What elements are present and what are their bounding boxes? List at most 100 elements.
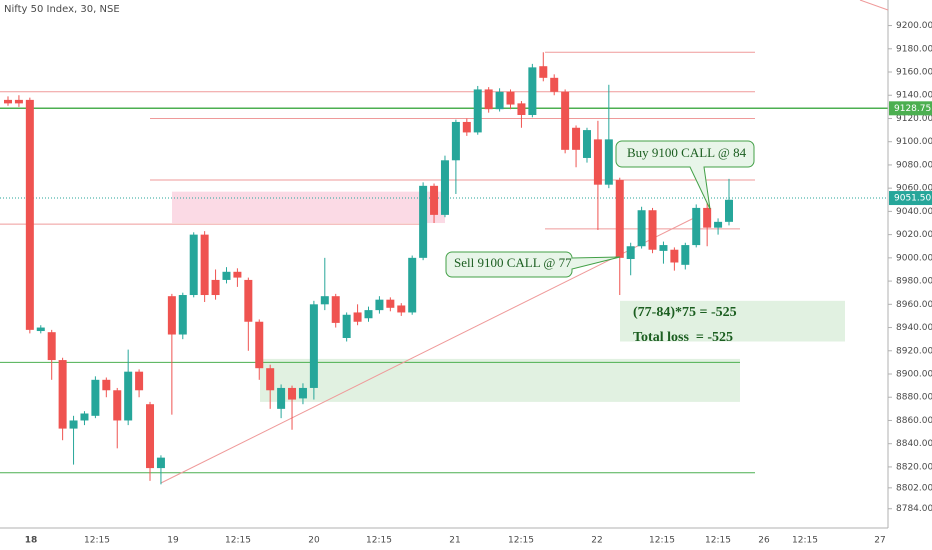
candle-body <box>593 139 602 185</box>
y-tick-label: 8784.00 <box>896 504 932 514</box>
y-tick-label: 9100.00 <box>896 137 932 147</box>
x-tick-label: 12:15 <box>705 536 731 546</box>
x-tick-label: 12:15 <box>792 536 818 546</box>
x-tick-label: 26 <box>758 536 770 546</box>
candle-body <box>725 199 733 222</box>
y-tick-label: 8940.00 <box>896 323 932 333</box>
candle-body <box>462 121 471 133</box>
candle-body <box>386 299 395 308</box>
candle-body <box>135 371 144 391</box>
x-tick-label: 12:15 <box>508 536 534 546</box>
candle-body <box>124 371 133 421</box>
candle-body <box>156 457 165 469</box>
candle-body <box>244 279 253 322</box>
candle-body <box>102 379 111 391</box>
zones <box>172 191 845 402</box>
y-tick-label: 9160.00 <box>896 68 932 78</box>
y-tick-label: 8920.00 <box>896 346 932 356</box>
candle-body <box>440 160 449 215</box>
candle-body <box>178 295 187 335</box>
y-tick-label: 9180.00 <box>896 44 932 54</box>
x-tick-label: 12:15 <box>366 536 392 546</box>
candle-body <box>342 314 351 338</box>
candles <box>4 52 733 485</box>
x-tick-label: 20 <box>308 536 320 546</box>
candle-body <box>25 99 34 330</box>
candle-body <box>626 246 635 260</box>
candle-body <box>353 312 362 322</box>
candle-body <box>375 299 384 311</box>
y-tick-label: 9000.00 <box>896 253 932 263</box>
candle-body <box>670 249 679 263</box>
candle-body <box>561 91 570 150</box>
candle-body <box>14 99 23 104</box>
candle-body <box>298 387 307 399</box>
candle-body <box>80 413 89 421</box>
candle-body <box>47 332 56 361</box>
zone <box>172 191 445 224</box>
axis-labels: 9200.00 9180.00 9160.00 9140.00 9120.00 9100.… <box>25 21 932 546</box>
y-tick-label: 8860.00 <box>896 416 932 426</box>
y-tick-label: 9120.00 <box>896 114 932 124</box>
y-tick-label: 9060.00 <box>896 184 932 194</box>
y-tick-label: 8880.00 <box>896 393 932 403</box>
sell-callout <box>445 251 621 278</box>
x-axis-panel <box>0 528 932 550</box>
y-tick-label: 9080.00 <box>896 160 932 170</box>
candle-body <box>146 404 155 469</box>
candle-body <box>495 91 504 110</box>
candle-body <box>320 296 329 305</box>
candle-body <box>451 121 460 161</box>
candle-body <box>211 279 220 296</box>
candle-body <box>91 379 100 416</box>
candle-body <box>288 387 297 400</box>
chart-title: Nifty 50 Index, 30, NSE <box>4 4 120 15</box>
y-axis-panel <box>888 0 932 550</box>
candle-body <box>528 67 537 115</box>
candle-body <box>473 89 482 133</box>
candle-body <box>309 304 318 388</box>
candle-body <box>714 221 723 228</box>
x-tick-label: 12:15 <box>84 536 110 546</box>
candle-body <box>430 185 439 215</box>
x-tick-label: 19 <box>167 536 179 546</box>
candle-body <box>539 66 548 78</box>
candle-body <box>331 296 340 323</box>
y-tick-label: 8900.00 <box>896 370 932 380</box>
candle-body <box>572 127 581 150</box>
y-tick-label: 9140.00 <box>896 91 932 101</box>
sell-annotation: Sell 9100 CALL @ 77 <box>454 255 572 270</box>
candle-body <box>659 245 668 251</box>
candle-body <box>200 234 209 296</box>
y-tick-label: 8960.00 <box>896 300 932 310</box>
candle-body <box>397 305 406 313</box>
y-tick-label: 9200.00 <box>896 21 932 31</box>
price-tag <box>889 101 932 116</box>
candle-body <box>255 321 264 369</box>
price-tag-label: 9128.75 <box>894 104 931 114</box>
zone <box>620 300 845 342</box>
y-tick-label: 8840.00 <box>896 439 932 449</box>
candle-body <box>637 210 646 247</box>
candle-body <box>582 130 591 158</box>
candle-body <box>364 310 373 319</box>
candle-body <box>277 387 286 409</box>
candle-body <box>484 89 493 110</box>
candle-body <box>167 296 176 335</box>
candle-body <box>222 271 231 280</box>
loss-annotation: Total loss = -525 <box>633 330 733 345</box>
candle-body <box>550 77 559 92</box>
buy-callout <box>615 140 755 210</box>
price-tag <box>889 191 932 206</box>
zone <box>260 358 740 402</box>
candle-body <box>69 420 78 429</box>
candle-body <box>506 91 515 105</box>
candle-body <box>36 327 45 332</box>
x-tick-label: 21 <box>449 536 460 546</box>
candle-body <box>648 210 657 250</box>
corner-line <box>859 0 889 11</box>
candle-body <box>419 185 428 258</box>
x-tick-label: 18 <box>25 536 38 546</box>
buy-annotation: Buy 9100 CALL @ 84 <box>627 145 747 160</box>
candle-body <box>408 257 417 313</box>
